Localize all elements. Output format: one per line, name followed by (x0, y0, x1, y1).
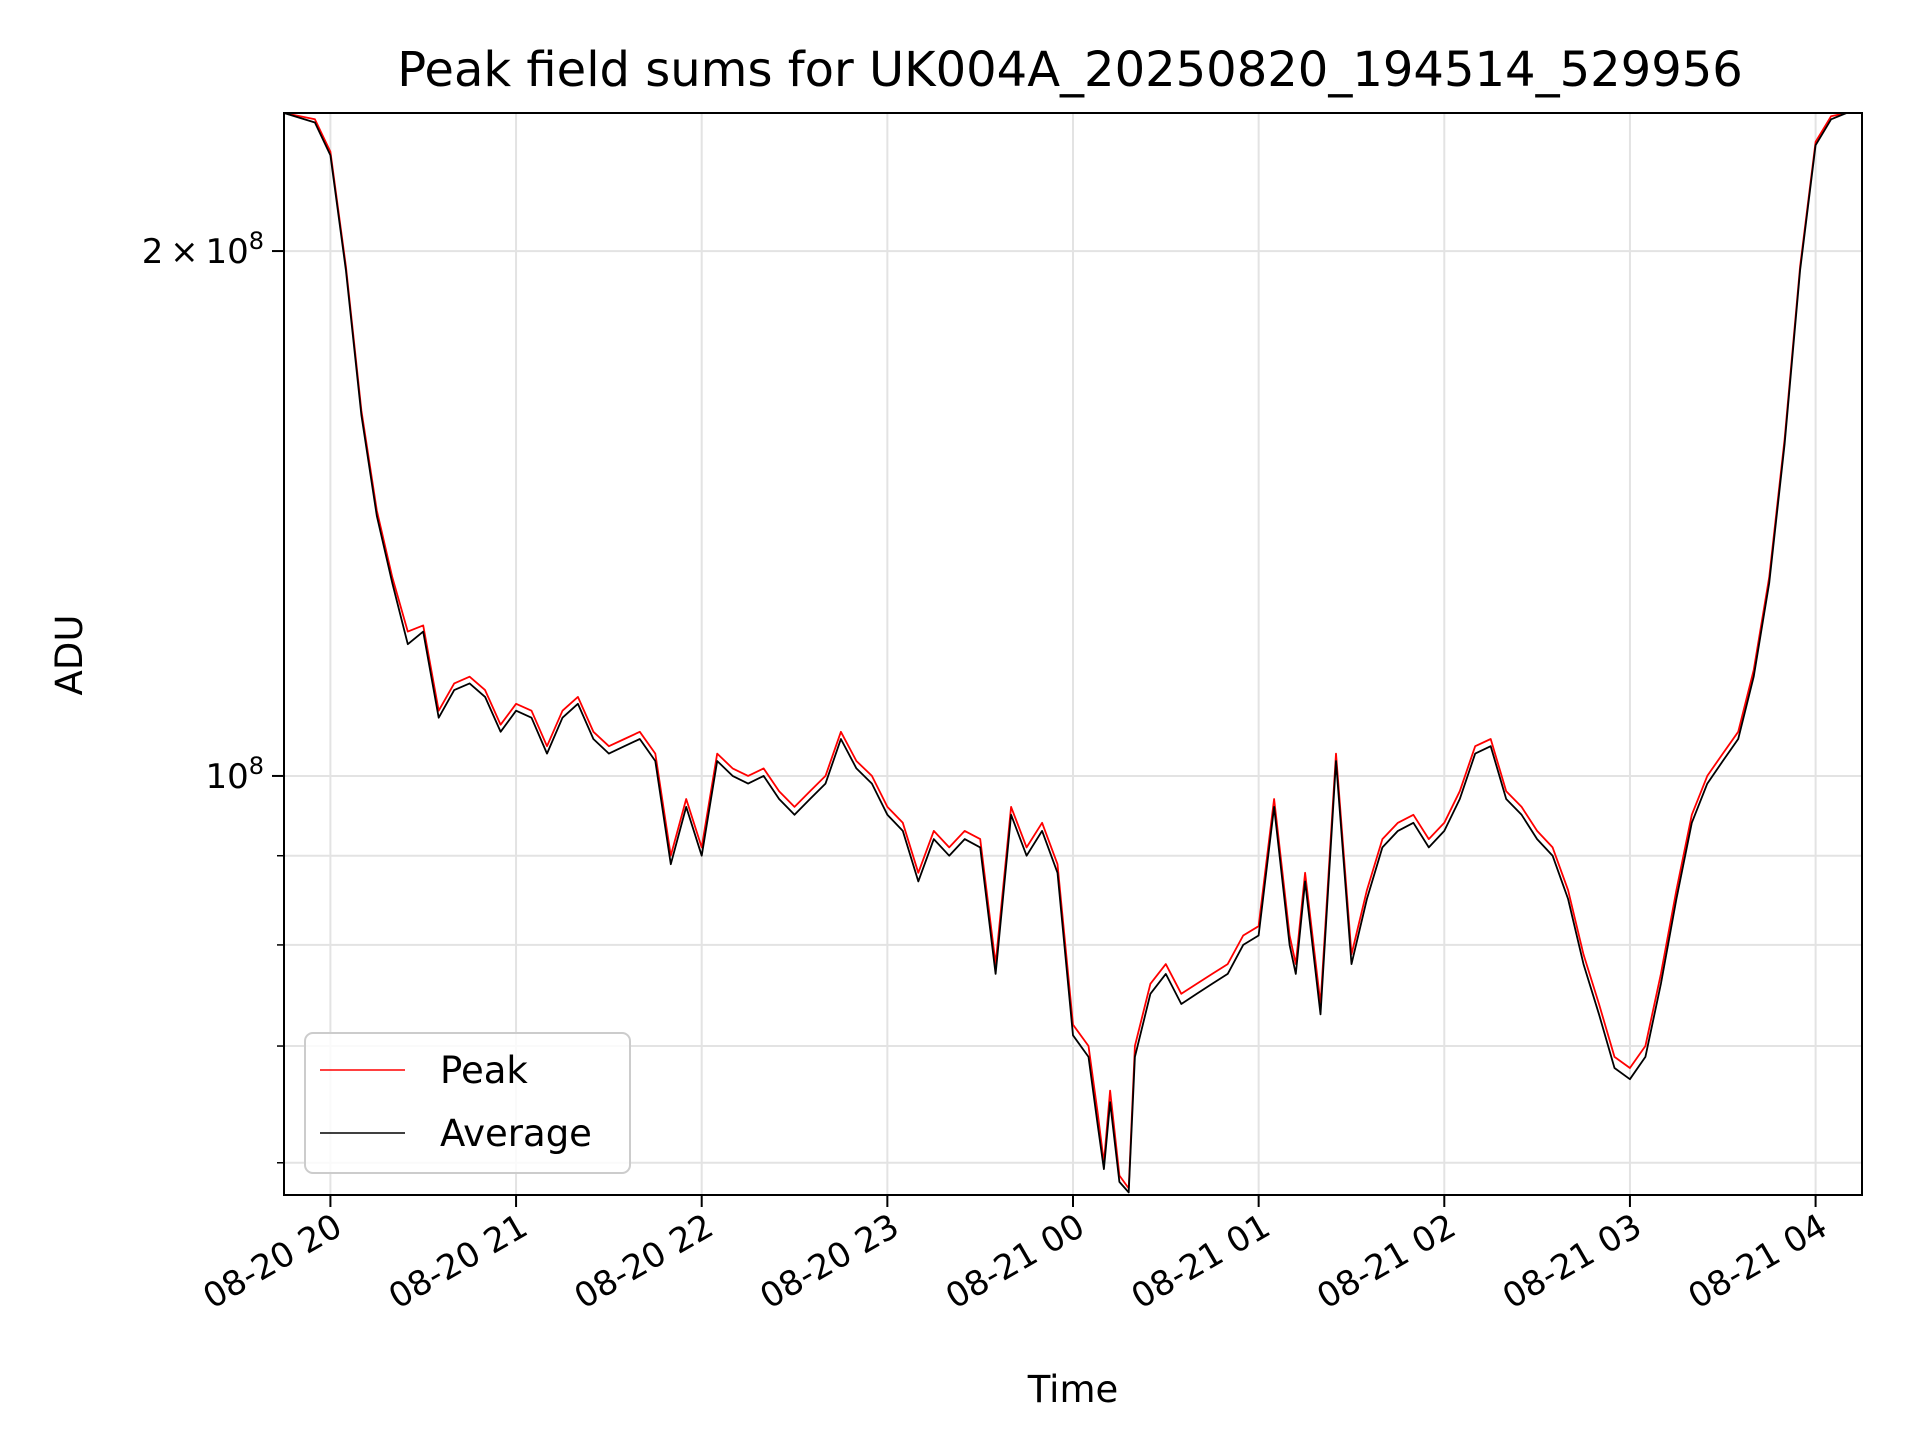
legend-label-average: Average (440, 1112, 592, 1155)
legend-label-peak: Peak (440, 1049, 528, 1092)
series-line-peak (283, 112, 1847, 1190)
y-tick-label: 108 (205, 752, 264, 797)
series-line-average (283, 112, 1847, 1194)
y-axis-label: ADU (48, 615, 91, 696)
series-layer (283, 112, 1847, 1194)
chart-title: Peak field sums for UK004A_20250820_1945… (397, 42, 1743, 98)
x-axis-label: Time (1027, 1368, 1119, 1411)
y-tick-label: 2 × 108 (142, 227, 264, 272)
grid-layer (284, 113, 1862, 1195)
legend: Peak Average (304, 1032, 631, 1174)
legend-box (304, 1032, 631, 1174)
